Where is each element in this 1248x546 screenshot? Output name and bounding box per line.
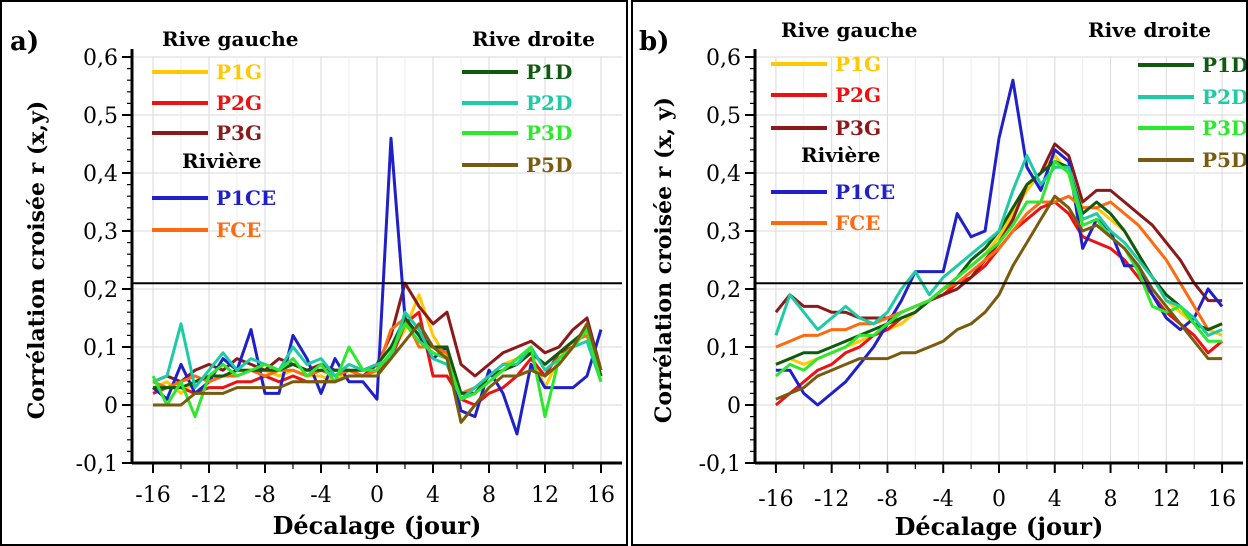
- y-tick-label: 0,3: [83, 220, 118, 245]
- legend-label-p1ce: P1CE: [216, 186, 276, 210]
- y-tick-label: 0,2: [706, 278, 741, 303]
- x-tick-label: 0: [370, 483, 384, 508]
- x-axis-label: Décalage (jour): [273, 511, 482, 540]
- x-tick-label: 8: [482, 483, 496, 508]
- panel-label: a): [10, 27, 39, 57]
- y-tick-label: -0,1: [76, 452, 118, 477]
- x-tick-label: 8: [1104, 487, 1118, 512]
- legend-label-p2g: P2G: [216, 91, 262, 115]
- x-tick-label: -4: [933, 487, 954, 512]
- y-tick-label: 0,6: [706, 46, 741, 71]
- legend-label-p5d: P5D: [1202, 148, 1246, 172]
- chart-a: -0,1 0 0,1 0,2 0,3 0,4 0,5 0,6 -16 -12 -8 -4 0 4 8 12 16…: [10, 27, 622, 540]
- y-tick-label: 0,3: [706, 220, 741, 245]
- x-tick-label: -4: [310, 483, 331, 508]
- y-tick-label: 0: [104, 394, 118, 419]
- y-tick-label: 0,4: [706, 162, 741, 187]
- panel-b: -0,1 0 0,1 0,2 0,3 0,4 0,5 0,6 -16 -12 -8 -4 0 4 8 12 16…: [631, 0, 1248, 546]
- series-line-p5d: [775, 194, 1223, 401]
- y-tick-label: 0,4: [83, 162, 118, 187]
- x-tick-label: 12: [1152, 487, 1180, 512]
- x-tick-label: 12: [531, 483, 559, 508]
- x-tick-label: 16: [587, 483, 615, 508]
- legend-label-p1d: P1D: [1202, 53, 1246, 77]
- legend-heading-left: Rive gauche: [162, 27, 298, 51]
- legend-label-p3g: P3G: [216, 121, 262, 145]
- y-axis-label: Corrélation croisée r (x,y): [24, 101, 50, 420]
- x-axis-label: Décalage (jour): [895, 512, 1104, 541]
- panel-a: -0,1 0 0,1 0,2 0,3 0,4 0,5 0,6 -16 -12 -8 -4 0 4 8 12 16…: [0, 0, 628, 546]
- y-tick-label: 0,2: [83, 278, 118, 303]
- y-axis-label: Corrélation croisée r (x, y): [651, 97, 677, 423]
- legend-label-fce: FCE: [835, 211, 880, 235]
- legend-label-p3d: P3D: [526, 121, 572, 145]
- series-line-p1ce: [775, 78, 1224, 407]
- series-line-p5d: [153, 322, 603, 424]
- legend-label-p2d: P2D: [1202, 85, 1246, 109]
- series-line-p3d: [151, 322, 603, 419]
- legend-label-p2d: P2D: [526, 91, 572, 115]
- x-tick-label: -8: [877, 487, 898, 512]
- chart-b: -0,1 0 0,1 0,2 0,3 0,4 0,5 0,6 -16 -12 -8 -4 0 4 8 12 16…: [639, 18, 1246, 541]
- x-tick-label: 4: [426, 483, 440, 508]
- x-tick-label: 0: [992, 487, 1006, 512]
- y-tick-label: 0,1: [83, 336, 118, 361]
- legend-label-p5d: P5D: [526, 153, 572, 177]
- y-tick-label: 0,6: [83, 46, 118, 71]
- x-tick-label: 4: [1048, 487, 1062, 512]
- legend-label-p1ce: P1CE: [835, 180, 895, 204]
- legend-heading-right: Rive droite: [1088, 18, 1211, 42]
- grid: [755, 56, 1243, 464]
- panel-label: b): [639, 27, 669, 57]
- series-line-p3d: [774, 159, 1223, 378]
- x-tick-label: -12: [191, 483, 226, 508]
- legend-label-p1g: P1G: [835, 52, 881, 76]
- y-tick-label: 0,5: [706, 104, 741, 129]
- legend-heading-left: Rive gauche: [781, 18, 917, 42]
- legend-heading-right: Rive droite: [472, 27, 595, 51]
- series-line-fce: [775, 194, 1223, 349]
- legend-label-p3d: P3D: [1202, 116, 1246, 140]
- x-tick-label: 16: [1208, 487, 1236, 512]
- series-line-p2d: [774, 154, 1223, 337]
- legend-label-p1g: P1G: [216, 60, 262, 84]
- legend-heading-middle: Rivière: [182, 149, 261, 173]
- legend-label-p1d: P1D: [526, 60, 572, 84]
- y-tick-label: 0,5: [83, 104, 118, 129]
- y-tick-label: -0,1: [699, 452, 741, 477]
- legend-label-fce: FCE: [216, 218, 261, 242]
- y-tick-label: 0,1: [706, 336, 741, 361]
- x-tick-label: -12: [814, 487, 849, 512]
- x-tick-label: -16: [135, 483, 170, 508]
- x-tick-label: -8: [254, 483, 275, 508]
- x-tick-label: -16: [758, 487, 793, 512]
- legend-label-p2g: P2G: [835, 83, 881, 107]
- series-line-p1ce: [152, 136, 603, 436]
- legend-heading-middle: Rivière: [801, 143, 880, 167]
- legend-label-p3g: P3G: [835, 116, 881, 140]
- y-tick-label: 0: [727, 394, 741, 419]
